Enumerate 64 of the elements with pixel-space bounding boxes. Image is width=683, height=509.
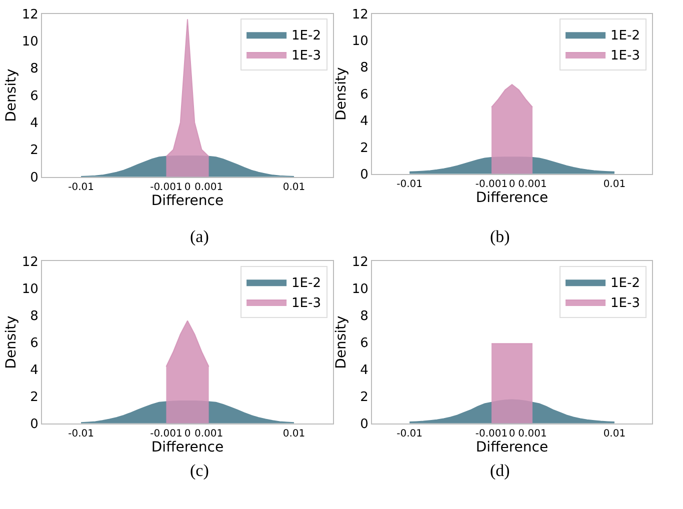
y-tick-label: 10 [22, 34, 38, 50]
y-tick-label: 4 [360, 114, 368, 130]
y-axis-title: Density [333, 316, 350, 369]
y-tick-label: 2 [360, 390, 368, 405]
x-tick-label: 0.01 [282, 182, 306, 193]
y-tick-label: 6 [30, 336, 38, 351]
y-tick-label: 10 [352, 282, 368, 297]
y-tick-label: 12 [22, 254, 38, 270]
legend-label: 1E-2 [610, 276, 640, 292]
y-tick-label: 4 [360, 362, 368, 378]
text: (b) [490, 227, 510, 246]
y-tick-label: 8 [30, 62, 38, 77]
y-tick-label: 2 [360, 140, 368, 156]
x-tick-label: 0.01 [603, 178, 626, 190]
text: (a) [190, 227, 209, 246]
legend-label: 1E-2 [292, 276, 321, 292]
legend-label: 1E-3 [610, 48, 640, 64]
y-tick-label: 4 [30, 116, 38, 132]
y-tick-label: 6 [360, 87, 368, 102]
x-tick-label: -0.01 [68, 428, 94, 440]
legend-label: 1E-3 [610, 296, 640, 312]
y-tick-label: 6 [360, 336, 368, 351]
text: (c) [190, 461, 209, 480]
y-tick-label: 12 [22, 7, 38, 22]
x-tick-label: -0.01 [396, 428, 422, 440]
x-tick-label: 0.001 [194, 182, 224, 193]
y-axis-title: Density [3, 68, 20, 122]
y-tick-label: 2 [30, 390, 38, 405]
x-tick-label: -0.001 [150, 182, 182, 193]
y-axis-title: Density [3, 316, 20, 369]
x-axis-title: Difference [151, 192, 224, 209]
x-tick-label: 0 [508, 428, 516, 440]
x-tick-label: -0.001 [475, 428, 508, 440]
y-tick-label: 2 [30, 143, 38, 158]
x-tick-label: 0 [184, 428, 191, 440]
x-tick-label: 0.001 [518, 178, 547, 190]
x-axis-title: Difference [476, 190, 548, 206]
y-tick-label: 12 [352, 254, 368, 270]
x-tick-label: -0.01 [396, 178, 422, 190]
y-tick-label: 8 [30, 308, 38, 324]
x-tick-label: 0.001 [194, 428, 224, 440]
y-tick-label: 4 [30, 362, 38, 378]
legend-label: 1E-3 [292, 48, 321, 64]
legend-label: 1E-2 [292, 28, 321, 44]
y-tick-label: 10 [22, 282, 38, 297]
x-tick-label: -0.001 [150, 428, 182, 440]
y-tick-label: 6 [30, 88, 38, 104]
y-axis-title: Density [333, 67, 350, 120]
text: (d) [490, 461, 510, 480]
x-tick-label: 0.001 [518, 428, 547, 440]
x-tick-label: 0 [184, 182, 191, 193]
x-tick-label: 0.01 [282, 428, 306, 440]
x-axis-title: Difference [151, 439, 224, 456]
x-axis-title: Difference [476, 439, 548, 456]
legend-label: 1E-2 [610, 28, 640, 44]
y-tick-label: 12 [352, 7, 368, 22]
x-tick-label: -0.01 [68, 182, 94, 193]
x-tick-label: 0.01 [603, 428, 626, 440]
legend-label: 1E-3 [292, 296, 321, 312]
x-tick-label: 0 [508, 178, 516, 190]
y-tick-label: 8 [360, 308, 368, 324]
y-tick-label: 8 [360, 60, 368, 76]
y-tick-label: 10 [352, 34, 368, 50]
x-tick-label: -0.001 [475, 178, 508, 190]
